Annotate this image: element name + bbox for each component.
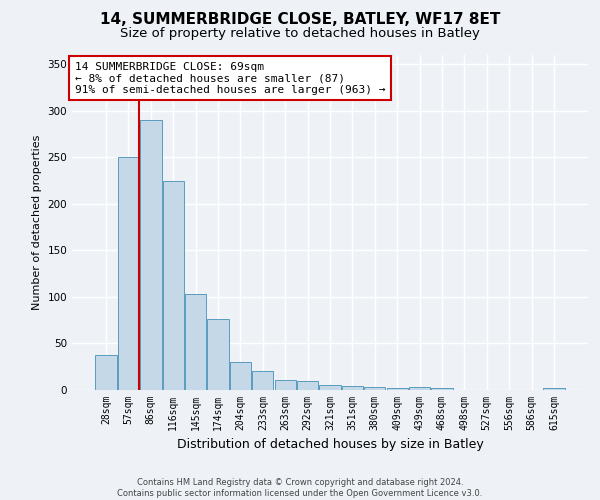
Bar — [409, 387, 430, 390]
Text: 14 SUMMERBRIDGE CLOSE: 69sqm
← 8% of detached houses are smaller (87)
91% of sem: 14 SUMMERBRIDGE CLOSE: 69sqm ← 8% of det… — [74, 62, 385, 95]
Bar — [95, 354, 117, 390]
Bar — [185, 294, 206, 390]
Bar — [319, 386, 341, 390]
Y-axis label: Number of detached properties: Number of detached properties — [32, 135, 42, 310]
Bar — [230, 362, 251, 390]
Bar — [431, 388, 452, 390]
Bar — [275, 380, 296, 390]
Bar — [342, 386, 363, 390]
Bar — [163, 180, 184, 390]
Bar — [208, 320, 229, 390]
Bar — [364, 387, 385, 390]
Bar — [118, 158, 139, 390]
X-axis label: Distribution of detached houses by size in Batley: Distribution of detached houses by size … — [176, 438, 484, 452]
Bar — [252, 372, 274, 390]
Bar — [297, 380, 318, 390]
Text: 14, SUMMERBRIDGE CLOSE, BATLEY, WF17 8ET: 14, SUMMERBRIDGE CLOSE, BATLEY, WF17 8ET — [100, 12, 500, 28]
Text: Size of property relative to detached houses in Batley: Size of property relative to detached ho… — [120, 28, 480, 40]
Bar — [543, 388, 565, 390]
Text: Contains HM Land Registry data © Crown copyright and database right 2024.
Contai: Contains HM Land Registry data © Crown c… — [118, 478, 482, 498]
Bar — [140, 120, 161, 390]
Bar — [386, 388, 408, 390]
